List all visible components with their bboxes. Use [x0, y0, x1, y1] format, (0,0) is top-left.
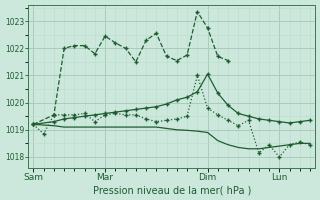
- X-axis label: Pression niveau de la mer( hPa ): Pression niveau de la mer( hPa ): [92, 185, 251, 195]
